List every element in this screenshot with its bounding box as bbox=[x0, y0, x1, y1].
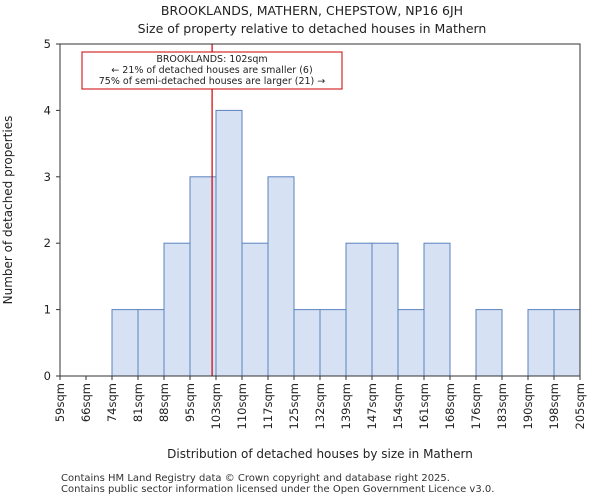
y-tick-label: 3 bbox=[44, 170, 51, 184]
x-tick-label: 132sqm bbox=[313, 383, 327, 429]
bar-139sqm bbox=[345, 242, 373, 377]
x-axis: 59sqm 66sqm 74sqm 81sqm 88sqm 95sqm 103sqm 110s… bbox=[53, 376, 587, 429]
y-tick-label: 5 bbox=[44, 37, 51, 51]
bar-110sqm bbox=[241, 242, 269, 377]
y-axis-label: Number of detached properties bbox=[1, 116, 15, 305]
x-tick-label: 205sqm bbox=[573, 383, 587, 429]
bar-190sqm bbox=[527, 309, 555, 377]
bars-group bbox=[111, 109, 581, 377]
x-tick-label: 117sqm bbox=[261, 383, 275, 429]
x-tick-label: 59sqm bbox=[53, 383, 67, 422]
footer-licence: Contains public sector information licen… bbox=[61, 484, 495, 495]
bar-198sqm bbox=[553, 309, 581, 377]
x-tick-label: 66sqm bbox=[79, 383, 93, 422]
bar-147sqm bbox=[371, 242, 399, 377]
chart-title: BROOKLANDS, MATHERN, CHEPSTOW, NP16 6JH bbox=[161, 3, 463, 18]
x-tick-label: 183sqm bbox=[495, 383, 509, 429]
bar-176sqm bbox=[475, 309, 503, 377]
annotation-line-1: BROOKLANDS: 102sqm bbox=[156, 54, 267, 65]
x-tick-label: 190sqm bbox=[521, 383, 535, 429]
bar-103sqm bbox=[215, 109, 243, 377]
x-axis-label: Distribution of detached houses by size … bbox=[167, 447, 473, 461]
annotation-box bbox=[81, 51, 343, 90]
x-tick-label: 198sqm bbox=[547, 383, 561, 429]
bar-161sqm bbox=[423, 242, 451, 377]
x-tick-label: 74sqm bbox=[105, 383, 119, 422]
x-tick-label: 95sqm bbox=[183, 383, 197, 422]
y-tick-label: 0 bbox=[44, 369, 51, 383]
bar-117sqm bbox=[267, 176, 295, 377]
bar-88sqm bbox=[163, 242, 191, 377]
y-tick-label: 1 bbox=[44, 303, 51, 317]
x-tick-label: 168sqm bbox=[443, 383, 457, 429]
x-tick-label: 154sqm bbox=[391, 383, 405, 429]
y-tick-label: 4 bbox=[44, 103, 51, 117]
bar-125sqm bbox=[293, 309, 321, 377]
x-tick-label: 88sqm bbox=[157, 383, 171, 422]
chart-subtitle: Size of property relative to detached ho… bbox=[138, 21, 487, 36]
bar-81sqm bbox=[137, 309, 165, 377]
x-tick-label: 176sqm bbox=[469, 383, 483, 429]
y-axis: 0 1 2 3 4 5 bbox=[44, 37, 60, 383]
x-tick-label: 161sqm bbox=[417, 383, 431, 429]
x-tick-label: 139sqm bbox=[339, 383, 353, 429]
marker-annotation: BROOKLANDS: 102sqm ← 21% of detached hou… bbox=[81, 51, 343, 90]
annotation-line-3: 75% of semi-detached houses are larger (… bbox=[99, 76, 326, 87]
x-tick-label: 110sqm bbox=[235, 383, 249, 429]
x-tick-label: 81sqm bbox=[131, 383, 145, 422]
footer-copyright: Contains HM Land Registry data © Crown c… bbox=[61, 473, 450, 484]
bar-154sqm bbox=[397, 309, 425, 377]
y-tick-label: 2 bbox=[44, 236, 51, 250]
bar-132sqm bbox=[319, 309, 347, 377]
annotation-line-2: ← 21% of detached houses are smaller (6) bbox=[111, 65, 312, 76]
bar-74sqm bbox=[111, 309, 139, 377]
x-tick-label: 125sqm bbox=[287, 383, 301, 429]
x-tick-label: 103sqm bbox=[209, 383, 223, 429]
x-tick-label: 147sqm bbox=[365, 383, 379, 429]
